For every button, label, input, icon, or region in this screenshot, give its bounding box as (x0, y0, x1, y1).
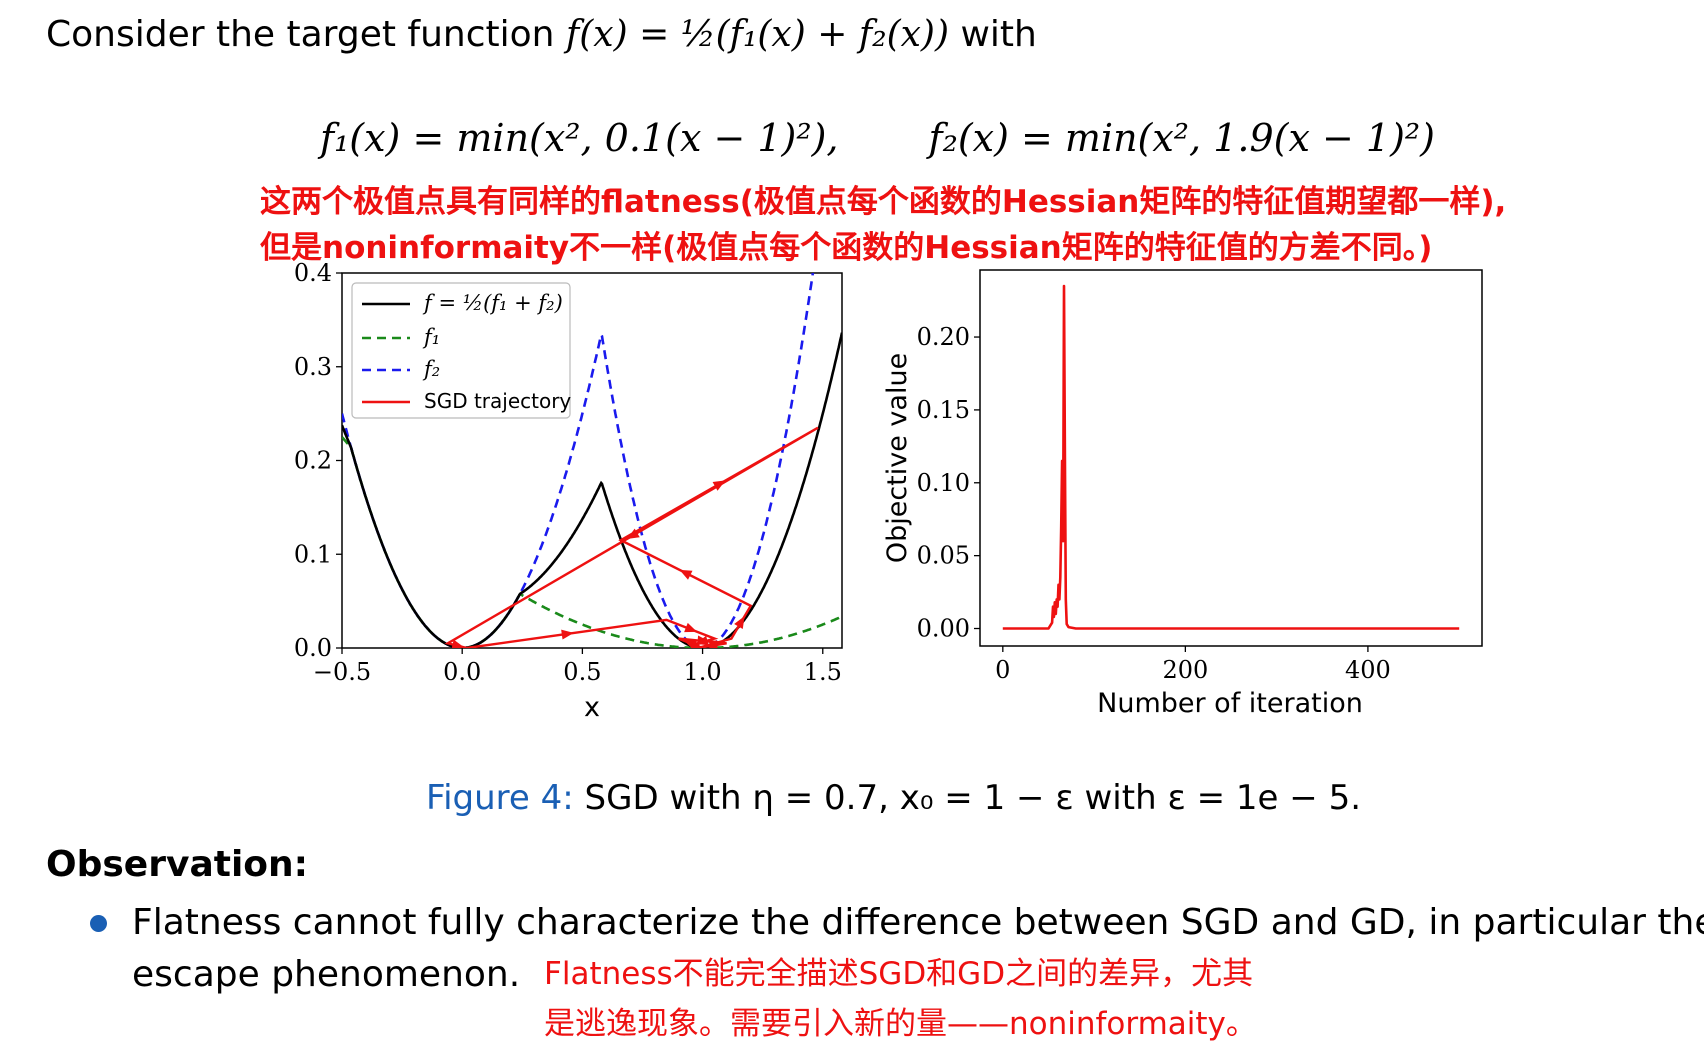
left-xtick-label: 0.0 (443, 658, 481, 686)
sgd-arrow-marker (561, 629, 574, 640)
right-plot: 0 200 400 0.00 0.05 0.10 0.15 0.20 Number of it… (882, 269, 1483, 719)
left-plot-xlabel: x (584, 692, 600, 723)
intro-sentence: Consider the target function f(x) = ½(f₁… (46, 14, 1037, 55)
annotation-line-3: Flatness不能完全描述SGD和GD之间的差异，尤其 (544, 956, 1254, 992)
legend-box (351, 282, 571, 419)
f1-definition: f₁(x) = min(x², 0.1(x − 1)²), (320, 116, 839, 160)
left-ytick-label: 0.2 (294, 447, 332, 475)
left-ytick-label: 0.4 (294, 259, 332, 287)
sgd-arrow-marker (679, 569, 693, 580)
left-plot-curves (342, 273, 842, 648)
sgd-arrow-marker (626, 528, 640, 540)
objective-value-line (1002, 284, 1460, 630)
caption-text: SGD with η = 0.7, x₀ = 1 − ε with ε = 1e… (584, 778, 1362, 818)
right-xtick-label: 400 (1345, 656, 1391, 684)
sgd-arrow-marker (695, 635, 709, 646)
right-plot-frame (979, 269, 1483, 647)
intro-tail: with (960, 14, 1037, 55)
left-xtick-label: 1.0 (683, 658, 721, 686)
sgd-arrow-marker (684, 622, 698, 633)
right-plot-ticks: 0 200 400 0.00 0.05 0.10 0.15 0.20 (917, 323, 1391, 684)
caption-label: Figure 4: (426, 778, 574, 818)
left-xtick-label: −0.5 (313, 658, 371, 686)
annotation-line-4: 是逃逸现象。需要引入新的量——noninformaity。 (544, 1006, 1257, 1042)
bullet-line-2: escape phenomenon. (132, 954, 521, 995)
left-ytick-label: 0.3 (294, 353, 332, 381)
right-ytick-label: 0.10 (917, 469, 970, 497)
sgd-arrow-marker (708, 639, 722, 648)
figure-4: −0.5 0.0 0.5 1.0 1.50.00.10.20.30.4 x f = ½(… (294, 259, 1483, 723)
right-plot-curves (1002, 284, 1460, 630)
left-plot-legend: f = ½(f₁ + f₂) f₁ f₂ SGD trajectory (351, 282, 571, 419)
figure-caption: Figure 4: SGD with η = 0.7, x₀ = 1 − ε w… (426, 778, 1361, 818)
right-ytick-label: 0.15 (917, 396, 970, 424)
definition-equations: f₁(x) = min(x², 0.1(x − 1)²), f₂(x) = min… (320, 116, 1435, 160)
sgd-arrow-marker (712, 480, 726, 491)
right-plot-xlabel: Number of iteration (1097, 688, 1363, 719)
sgd-arrow-marker (451, 639, 465, 648)
left-ytick-label: 0.1 (294, 540, 332, 568)
target-function-formula: f(x) = ½(f₁(x) + f₂(x)) (565, 14, 950, 55)
annotation-line-1: 这两个极值点具有同样的flatness(极值点每个函数的Hessian矩阵的特征… (260, 184, 1507, 220)
legend-label-f2: f₂ (422, 357, 440, 381)
left-plot: −0.5 0.0 0.5 1.0 1.50.00.10.20.30.4 x f = ½(… (294, 259, 843, 723)
right-plot-ylabel: Objective value (882, 353, 913, 563)
legend-label-sgd: SGD trajectory (424, 389, 571, 413)
left-curves-clipped (342, 273, 842, 648)
annotation-line-2: 但是noninformaity不一样(极值点每个函数的Hessian矩阵的特征值… (260, 230, 1433, 266)
right-xtick-label: 0 (995, 656, 1010, 684)
sgd-arrow-marker (690, 640, 704, 648)
f2-definition: f₂(x) = min(x², 1.9(x − 1)²) (928, 116, 1435, 160)
legend-label-f: f = ½(f₁ + f₂) (422, 291, 563, 315)
right-ytick-label: 0.20 (917, 323, 970, 351)
right-ytick-label: 0.05 (917, 542, 970, 570)
curve-f (342, 332, 842, 648)
right-ytick-label: 0.00 (917, 615, 970, 643)
left-ytick-label: 0.0 (294, 634, 332, 662)
right-xtick-label: 200 (1162, 656, 1208, 684)
left-xtick-label: 1.5 (804, 658, 842, 686)
sgd-arrow-marker (734, 616, 745, 630)
intro-lead: Consider the target function (46, 14, 555, 55)
observation-heading: Observation: (46, 844, 309, 885)
legend-label-f1: f₁ (422, 325, 440, 349)
left-xtick-label: 0.5 (563, 658, 601, 686)
left-plot-ticks: −0.5 0.0 0.5 1.0 1.50.00.10.20.30.4 (294, 259, 842, 686)
bullet-line-1: Flatness cannot fully characterize the d… (132, 902, 1704, 943)
bullet-icon (90, 915, 107, 932)
